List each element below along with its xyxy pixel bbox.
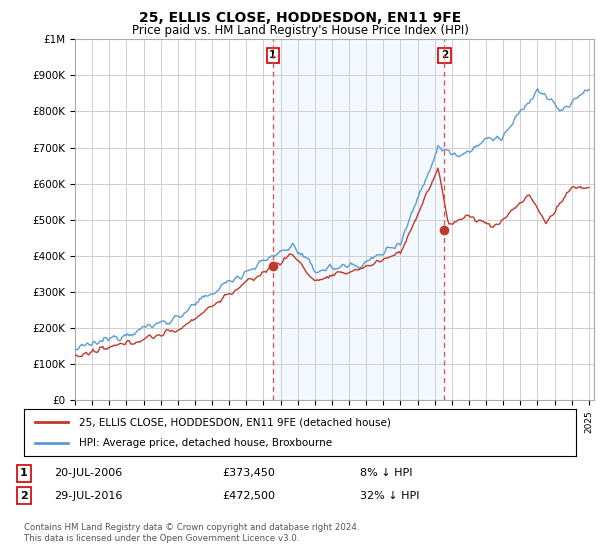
Text: 2: 2 <box>441 50 448 60</box>
Text: 29-JUL-2016: 29-JUL-2016 <box>54 491 122 501</box>
Text: 20-JUL-2006: 20-JUL-2006 <box>54 468 122 478</box>
Text: 8% ↓ HPI: 8% ↓ HPI <box>360 468 413 478</box>
Text: 32% ↓ HPI: 32% ↓ HPI <box>360 491 419 501</box>
Text: 1: 1 <box>269 50 277 60</box>
Bar <box>273 39 445 400</box>
Text: Contains HM Land Registry data © Crown copyright and database right 2024.
This d: Contains HM Land Registry data © Crown c… <box>24 524 359 543</box>
Text: HPI: Average price, detached house, Broxbourne: HPI: Average price, detached house, Brox… <box>79 438 332 448</box>
Text: £472,500: £472,500 <box>222 491 275 501</box>
Text: 1: 1 <box>20 468 28 478</box>
Text: 25, ELLIS CLOSE, HODDESDON, EN11 9FE (detached house): 25, ELLIS CLOSE, HODDESDON, EN11 9FE (de… <box>79 417 391 427</box>
Text: £373,450: £373,450 <box>222 468 275 478</box>
Text: 2: 2 <box>20 491 28 501</box>
Text: Price paid vs. HM Land Registry's House Price Index (HPI): Price paid vs. HM Land Registry's House … <box>131 24 469 36</box>
Text: 25, ELLIS CLOSE, HODDESDON, EN11 9FE: 25, ELLIS CLOSE, HODDESDON, EN11 9FE <box>139 11 461 25</box>
